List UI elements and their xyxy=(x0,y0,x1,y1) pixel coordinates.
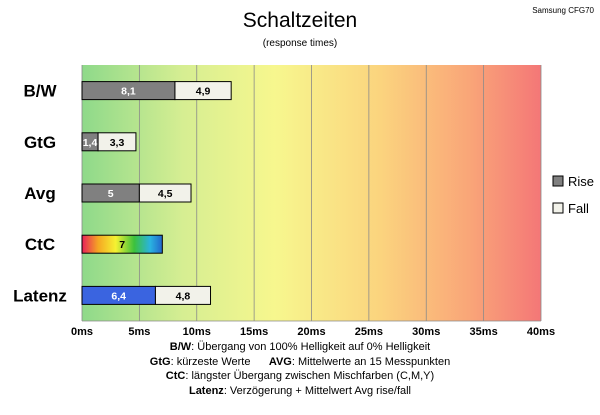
legend-swatch-fall xyxy=(552,202,564,214)
x-tick-label: 40ms xyxy=(527,326,555,338)
x-tick-label: 5ms xyxy=(128,326,150,338)
x-tick-label: 15ms xyxy=(240,326,268,338)
bar-fall xyxy=(138,183,192,203)
x-tick-label: 35ms xyxy=(470,326,498,338)
source-label: Samsung CFG70 xyxy=(532,6,594,15)
category-label: GtG xyxy=(24,133,56,152)
note-gtg-avg: GtG: kürzeste Werte AVG: Mittelwerte an … xyxy=(149,355,451,368)
legend-label-fall: Fall xyxy=(568,201,589,216)
x-tick-label: 25ms xyxy=(355,326,383,338)
category-label: CtC xyxy=(25,235,55,254)
note-bw: B/W: Übergang von 100% Helligkeit auf 0%… xyxy=(169,341,431,353)
legend-swatch-rise xyxy=(552,175,564,187)
x-tick-label: 30ms xyxy=(412,326,440,338)
bar-fall xyxy=(174,81,232,101)
bar-label-rise: 6,4 xyxy=(111,290,126,302)
note-ctc: CtC: längster Übergang zwischen Mischfar… xyxy=(165,370,435,382)
chart-subtitle: (response times) xyxy=(263,38,337,49)
x-tick-label: 20ms xyxy=(297,326,325,338)
x-tick-labels: 0ms 5ms 10ms 15ms 20ms 25ms 30ms 35ms 40ms xyxy=(71,326,555,338)
category-label: Latenz xyxy=(13,286,67,305)
bar-label-rise: 8,1 xyxy=(121,86,136,98)
legend-notes: B/W: Übergang von 100% Helligkeit auf 0%… xyxy=(0,340,600,398)
bar-rise xyxy=(81,234,163,254)
bar-label-fall: 4,8 xyxy=(176,290,191,302)
bar-label-fall: 4,5 xyxy=(158,188,173,200)
x-tick-label: 10ms xyxy=(183,326,211,338)
legend: Rise Fall xyxy=(552,174,594,216)
note-latenz: Latenz: Verzögerung + Mittelwert Avg ris… xyxy=(188,384,412,397)
chart-title: Schaltzeiten xyxy=(243,9,357,32)
bar-label-fall: 4,9 xyxy=(196,86,211,98)
bar-fall xyxy=(154,285,212,305)
bar-label-rise: 7 xyxy=(119,239,125,251)
legend-label-rise: Rise xyxy=(568,174,594,189)
x-tick-label: 0ms xyxy=(71,326,93,338)
response-time-chart: Schaltzeiten (response times) Samsung CF… xyxy=(13,6,594,338)
bar-label-fall: 3,3 xyxy=(110,137,125,149)
category-labels: B/W GtG Avg CtC Latenz xyxy=(13,82,67,306)
bar-label-rise: 1,4 xyxy=(83,137,98,149)
category-label: B/W xyxy=(23,82,57,101)
bar-label-rise: 5 xyxy=(108,188,114,200)
bar-fall xyxy=(97,132,137,152)
category-label: Avg xyxy=(24,184,56,203)
bar-group: 8,1 4,9 1,4 3,3 5 4,5 7 6,4 4,8 xyxy=(81,81,232,305)
